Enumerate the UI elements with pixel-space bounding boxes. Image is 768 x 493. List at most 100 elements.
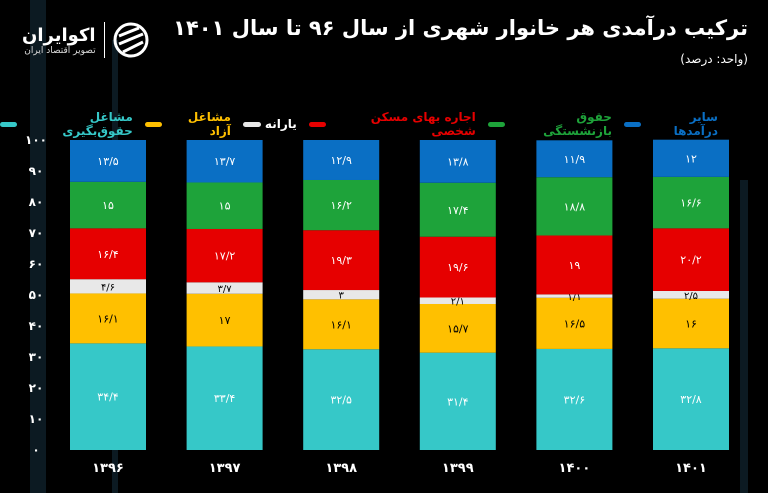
data-label: ۱۷/۲ xyxy=(214,250,236,263)
legend-swatch xyxy=(487,121,505,127)
bar-segment xyxy=(303,230,380,291)
y-tick-label: ۱۰ xyxy=(29,412,44,426)
bar-segment xyxy=(653,228,729,291)
bar-segment xyxy=(653,176,729,229)
bar-segment xyxy=(419,352,496,450)
data-label: ۱۷ xyxy=(219,314,231,327)
logo-brand: اکوایران xyxy=(22,24,96,46)
bar-segment xyxy=(186,228,263,283)
bar-segment xyxy=(653,290,729,299)
bar-segment xyxy=(186,282,263,294)
bar-segment xyxy=(186,293,263,347)
data-label: ۲/۱ xyxy=(451,297,465,308)
bar-segment xyxy=(653,139,729,177)
bar-segment xyxy=(303,290,380,300)
data-label: ۱۹/۶ xyxy=(447,261,468,274)
legend-swatch xyxy=(623,121,642,127)
bar-segment xyxy=(186,346,263,450)
data-label: ۱۳/۸ xyxy=(447,155,469,168)
y-tick-label: ۷۰ xyxy=(29,226,44,240)
data-label: ۲۰/۲ xyxy=(680,254,702,267)
legend-label: اجاره بهای مسکن شخصی xyxy=(370,110,476,138)
data-label: ۳۴/۴ xyxy=(97,391,119,404)
legend-label: یارانه xyxy=(264,117,297,131)
legend-item: حقوق بازنشستگی xyxy=(487,110,612,138)
y-tick-label: ۸۰ xyxy=(29,195,44,209)
legend-item: یارانه xyxy=(242,110,297,138)
data-label: ۱۹ xyxy=(568,259,580,272)
bar-segment xyxy=(653,348,729,450)
bar-segment xyxy=(536,348,613,450)
y-tick-label: ۶۰ xyxy=(29,257,44,271)
data-label: ۱۱/۹ xyxy=(564,153,586,166)
data-label: ۳۲/۵ xyxy=(330,394,352,407)
data-label: ۱۵ xyxy=(219,200,231,213)
x-tick-label: ۱۳۹۶ xyxy=(92,461,124,476)
bar-segment xyxy=(419,140,496,183)
bar-segment xyxy=(303,349,380,450)
y-tick-label: ۵۰ xyxy=(29,288,44,302)
bar-segment xyxy=(70,181,146,229)
bar-segment xyxy=(419,303,496,353)
y-tick-label: ۹۰ xyxy=(29,164,44,178)
data-label: ۱۳/۷ xyxy=(214,155,236,168)
data-label: ۳۱/۴ xyxy=(447,395,469,408)
legend-item: سایر درآمدها xyxy=(623,110,718,138)
data-label: ۱۶ xyxy=(685,318,697,331)
bar-segment xyxy=(70,279,146,294)
bar-segment xyxy=(536,140,613,178)
legend: مشاغل حقوق‌بگیری مشاغل آزاد یارانه اجاره به… xyxy=(0,110,718,138)
legend-item: اجاره بهای مسکن شخصی xyxy=(308,110,476,138)
bar-segment xyxy=(303,179,380,231)
legend-swatch xyxy=(0,121,18,127)
data-label: ۳ xyxy=(339,291,345,302)
y-tick-label: ۲۰ xyxy=(29,381,44,395)
bar-segment xyxy=(536,297,613,349)
legend-label: سایر درآمدها xyxy=(673,110,718,138)
x-tick-label: ۱۳۹۹ xyxy=(442,461,474,476)
legend-swatch xyxy=(144,121,162,127)
data-label: ۳۲/۶ xyxy=(564,393,585,406)
data-label: ۱۷/۴ xyxy=(447,204,469,217)
y-tick-label: ۴۰ xyxy=(29,319,44,333)
data-label: ۱/۱ xyxy=(567,292,581,303)
legend-label: مشاغل حقوق‌بگیری xyxy=(62,110,133,138)
data-label: ۳/۷ xyxy=(218,284,233,295)
data-label: ۱۶/۶ xyxy=(680,197,701,210)
data-label: ۱۲/۹ xyxy=(330,154,352,167)
data-label: ۱۵/۷ xyxy=(447,322,469,335)
data-label: ۱۳/۵ xyxy=(97,155,119,168)
bar-segment xyxy=(419,297,496,304)
bar-segment xyxy=(419,236,496,298)
data-label: ۲/۵ xyxy=(684,291,698,302)
bar-segment xyxy=(536,235,613,295)
x-tick-label: ۱۳۹۸ xyxy=(325,461,357,476)
bar-segment xyxy=(70,228,146,280)
x-tick-label: ۱۴۰۰ xyxy=(559,461,591,476)
x-tick-label: ۱۴۰۱ xyxy=(675,461,707,476)
data-label: ۱۸/۸ xyxy=(564,200,586,213)
data-label: ۱۲ xyxy=(685,152,697,165)
data-label: ۱۶/۲ xyxy=(330,199,352,212)
bar-segment xyxy=(186,140,263,183)
legend-label: مشاغل آزاد xyxy=(187,110,231,138)
bar-segment xyxy=(419,182,496,237)
y-tick-label: ۰ xyxy=(32,443,39,457)
bar-segment xyxy=(536,177,613,236)
bar-segment xyxy=(70,293,146,344)
logo: اکوایران تصویر اقتصاد ایران xyxy=(22,22,149,58)
data-label: ۴/۶ xyxy=(101,282,115,293)
data-label: ۱۶/۱ xyxy=(97,312,118,325)
data-label: ۳۲/۸ xyxy=(680,393,702,406)
bar-segment xyxy=(536,294,613,298)
legend-item: مشاغل حقوق‌بگیری xyxy=(0,110,133,138)
legend-label: حقوق بازنشستگی xyxy=(543,110,612,138)
logo-divider xyxy=(103,22,105,58)
data-label: ۳۳/۴ xyxy=(214,392,236,405)
legend-item: مشاغل آزاد xyxy=(144,110,231,138)
data-label: ۱۶/۱ xyxy=(330,318,351,331)
bar-segment xyxy=(70,343,146,450)
background-decoration xyxy=(740,180,748,493)
bar-segment xyxy=(70,140,146,182)
